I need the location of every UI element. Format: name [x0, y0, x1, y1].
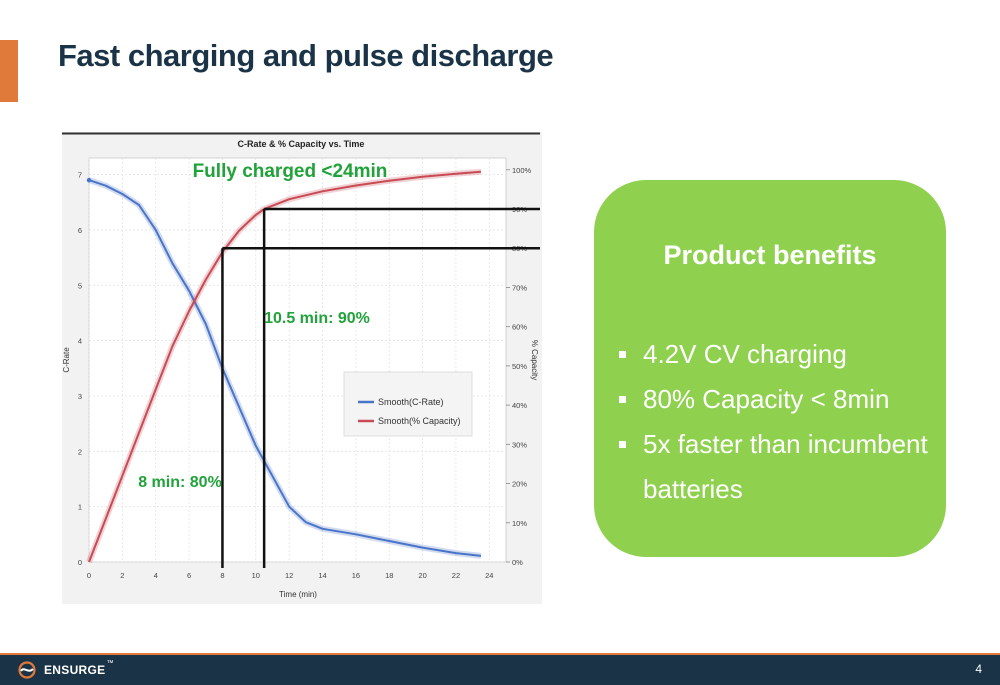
y-right-tick-label: 30%	[512, 440, 527, 449]
benefits-list: 4.2V CV charging 80% Capacity < 8min 5x …	[619, 332, 939, 512]
y-left-tick-label: 2	[78, 447, 82, 456]
marker-layer	[221, 207, 540, 568]
footer-bar: ENSURGE ™ 4	[0, 653, 1000, 685]
square-bullet-icon	[619, 351, 626, 358]
x-axis-label: Time (min)	[279, 590, 317, 599]
ensurge-swirl-icon	[18, 661, 36, 679]
x-tick-label: 14	[318, 571, 326, 580]
y-right-tick-label: 20%	[512, 480, 527, 489]
x-tick-label: 6	[187, 571, 191, 580]
slide-title: Fast charging and pulse discharge	[58, 38, 554, 73]
y-left-tick-label: 6	[78, 226, 82, 235]
x-tick-label: 10	[252, 571, 260, 580]
series-layer	[86, 168, 482, 564]
benefits-title: Product benefits	[663, 240, 877, 270]
x-tick-label: 24	[485, 571, 493, 580]
x-tick-label: 4	[154, 571, 158, 580]
y-left-tick-label: 7	[78, 171, 82, 180]
benefit-item: 5x faster than incumbent batteries	[619, 422, 939, 512]
marker-label-80: 8 min: 80%	[138, 474, 222, 491]
chart-container: C-Rate & % Capacity vs. Time 0 2 4 6 8 10 12 14…	[62, 132, 542, 604]
square-bullet-icon	[619, 396, 626, 403]
y-left-tick-label: 3	[78, 392, 82, 401]
y-right-tick-label: 100%	[512, 166, 532, 175]
benefit-item: 4.2V CV charging	[619, 332, 939, 377]
marker-label-90: 10.5 min: 90%	[264, 310, 370, 327]
benefit-text: 4.2V CV charging	[643, 339, 847, 369]
y-right-tick-label: 10%	[512, 519, 527, 528]
x-tick-label: 8	[220, 571, 224, 580]
page-number: 4	[975, 662, 982, 676]
x-tick-label: 16	[352, 571, 360, 580]
c-rate-start-point	[86, 177, 92, 183]
legend-box	[343, 371, 473, 437]
chart-legend: Smooth(C-Rate) Smooth(% Capacity)	[343, 371, 473, 437]
logo-text: ENSURGE	[44, 663, 106, 677]
y-left-tick-label: 4	[78, 337, 82, 346]
x-tick-label: 18	[385, 571, 393, 580]
benefit-text: 80% Capacity < 8min	[643, 384, 890, 414]
ensurge-logo: ENSURGE ™	[16, 660, 114, 680]
x-tick-label: 22	[452, 571, 460, 580]
y-right-tick-label: 40%	[512, 401, 527, 410]
product-benefits-panel: Product benefits 4.2V CV charging 80% Ca…	[594, 180, 946, 557]
legend-label-capacity: Smooth(% Capacity)	[378, 416, 461, 426]
fully-charged-annotation: Fully charged <24min	[193, 161, 388, 182]
legend-label-c-rate: Smooth(C-Rate)	[378, 397, 444, 407]
series-line-c-rate	[88, 179, 482, 557]
y-right-tick-label: 0%	[512, 558, 523, 567]
benefit-text: 5x faster than incumbent batteries	[643, 429, 928, 504]
y-right-tick-label: 60%	[512, 323, 527, 332]
y-left-tick-label: 1	[78, 503, 82, 512]
y-left-axis-label: C-Rate	[62, 347, 71, 373]
title-accent-bar	[0, 40, 18, 102]
y-right-tick-label: 70%	[512, 283, 527, 292]
chart-title: C-Rate & % Capacity vs. Time	[238, 139, 365, 149]
c-rate-capacity-chart: C-Rate & % Capacity vs. Time 0 2 4 6 8 10 12 14…	[62, 132, 542, 604]
footer-accent-line	[0, 653, 1000, 655]
plot-area	[88, 157, 507, 563]
x-tick-label: 12	[285, 571, 293, 580]
y-right-axis-label: % Capacity	[530, 340, 539, 380]
x-tick-label: 0	[87, 571, 91, 580]
series-line-capacity	[88, 170, 482, 563]
x-tick-label: 2	[120, 571, 124, 580]
square-bullet-icon	[619, 441, 626, 448]
benefit-item: 80% Capacity < 8min	[619, 377, 939, 422]
trademark-mark: ™	[106, 660, 114, 667]
y-left-tick-label: 0	[78, 558, 82, 567]
y-left-tick-label: 5	[78, 281, 82, 290]
x-tick-label: 20	[418, 571, 426, 580]
y-right-tick-label: 50%	[512, 362, 527, 371]
